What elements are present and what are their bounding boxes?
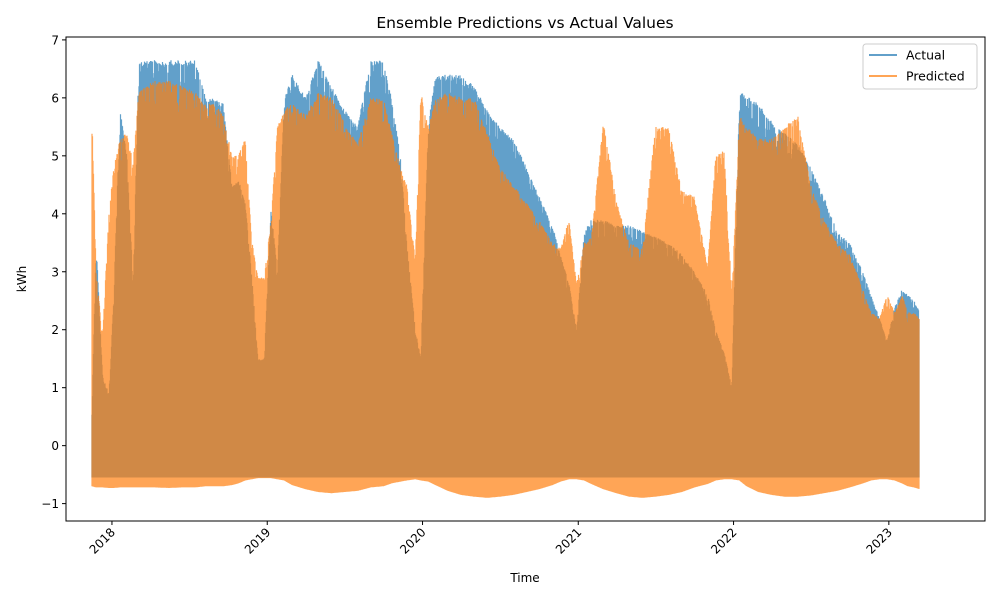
y-tick-label: 0 bbox=[51, 439, 59, 453]
x-axis: 2018 2019 2020 2021 2022 2023 bbox=[87, 521, 895, 557]
x-axis-title: Time bbox=[509, 571, 539, 585]
y-tick-label: 5 bbox=[51, 149, 59, 163]
x-tick-label: 2018 bbox=[87, 525, 118, 556]
x-tick-label: 2022 bbox=[708, 525, 739, 556]
y-tick-label: 2 bbox=[51, 323, 59, 337]
series-predicted-line bbox=[91, 81, 920, 498]
x-tick-label: 2021 bbox=[553, 525, 584, 556]
y-tick-label: −1 bbox=[41, 497, 59, 511]
y-tick-label: 6 bbox=[51, 91, 59, 105]
x-tick-label: 2020 bbox=[397, 525, 428, 556]
y-axis-title: kWh bbox=[15, 266, 29, 292]
series-layer bbox=[91, 60, 920, 498]
chart-title: Ensemble Predictions vs Actual Values bbox=[376, 14, 673, 32]
legend-label-predicted: Predicted bbox=[906, 69, 965, 84]
y-axis: −1 0 1 2 3 4 5 6 7 bbox=[41, 33, 66, 511]
legend: Actual Predicted bbox=[862, 43, 978, 90]
y-tick-label: 1 bbox=[51, 381, 59, 395]
y-tick-label: 4 bbox=[51, 207, 59, 221]
y-tick-label: 3 bbox=[51, 265, 59, 279]
plot-frame bbox=[65, 36, 986, 522]
x-tick-label: 2023 bbox=[863, 525, 894, 556]
x-tick-label: 2019 bbox=[242, 525, 273, 556]
y-tick-label: 7 bbox=[51, 33, 59, 47]
legend-label-actual: Actual bbox=[906, 48, 945, 63]
